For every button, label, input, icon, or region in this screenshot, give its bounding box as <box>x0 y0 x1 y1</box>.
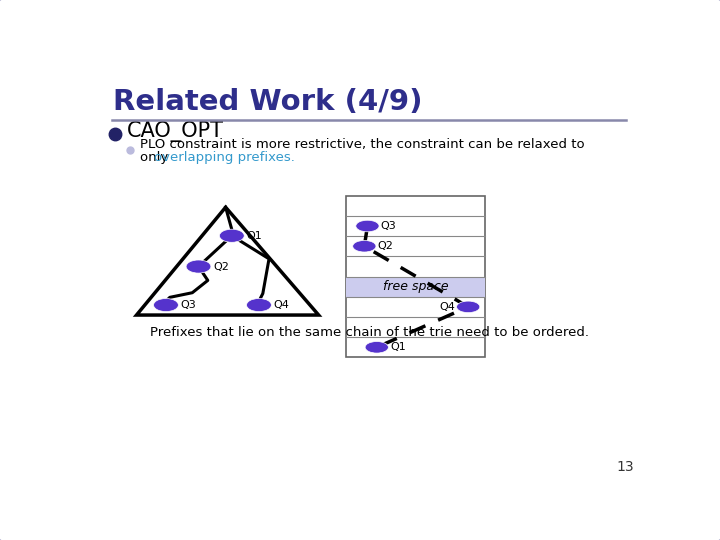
Ellipse shape <box>246 299 271 312</box>
Text: only: only <box>140 151 173 164</box>
Text: Q4: Q4 <box>439 302 455 312</box>
Text: overlapping prefixes.: overlapping prefixes. <box>153 151 294 164</box>
Text: Q2: Q2 <box>213 261 229 272</box>
Text: free space: free space <box>383 280 449 293</box>
Bar <box>346 276 485 297</box>
Text: PLO constraint is more restrictive, the constraint can be relaxed to: PLO constraint is more restrictive, the … <box>140 138 585 151</box>
Text: Q3: Q3 <box>381 221 397 231</box>
Text: Q1: Q1 <box>390 342 405 352</box>
Text: Q4: Q4 <box>274 300 289 310</box>
Ellipse shape <box>365 341 388 353</box>
Ellipse shape <box>220 229 244 242</box>
Ellipse shape <box>356 220 379 232</box>
Text: CAO_OPT: CAO_OPT <box>127 122 224 142</box>
Ellipse shape <box>186 260 211 273</box>
Text: Q1: Q1 <box>246 231 262 241</box>
Ellipse shape <box>456 301 480 313</box>
Text: 13: 13 <box>616 460 634 474</box>
Text: Prefixes that lie on the same chain of the trie need to be ordered.: Prefixes that lie on the same chain of t… <box>150 326 588 339</box>
Text: Q2: Q2 <box>377 241 393 251</box>
Ellipse shape <box>353 240 376 252</box>
Bar <box>346 195 485 357</box>
Text: Q3: Q3 <box>181 300 197 310</box>
Ellipse shape <box>153 299 179 312</box>
Text: Related Work (4/9): Related Work (4/9) <box>113 88 423 116</box>
